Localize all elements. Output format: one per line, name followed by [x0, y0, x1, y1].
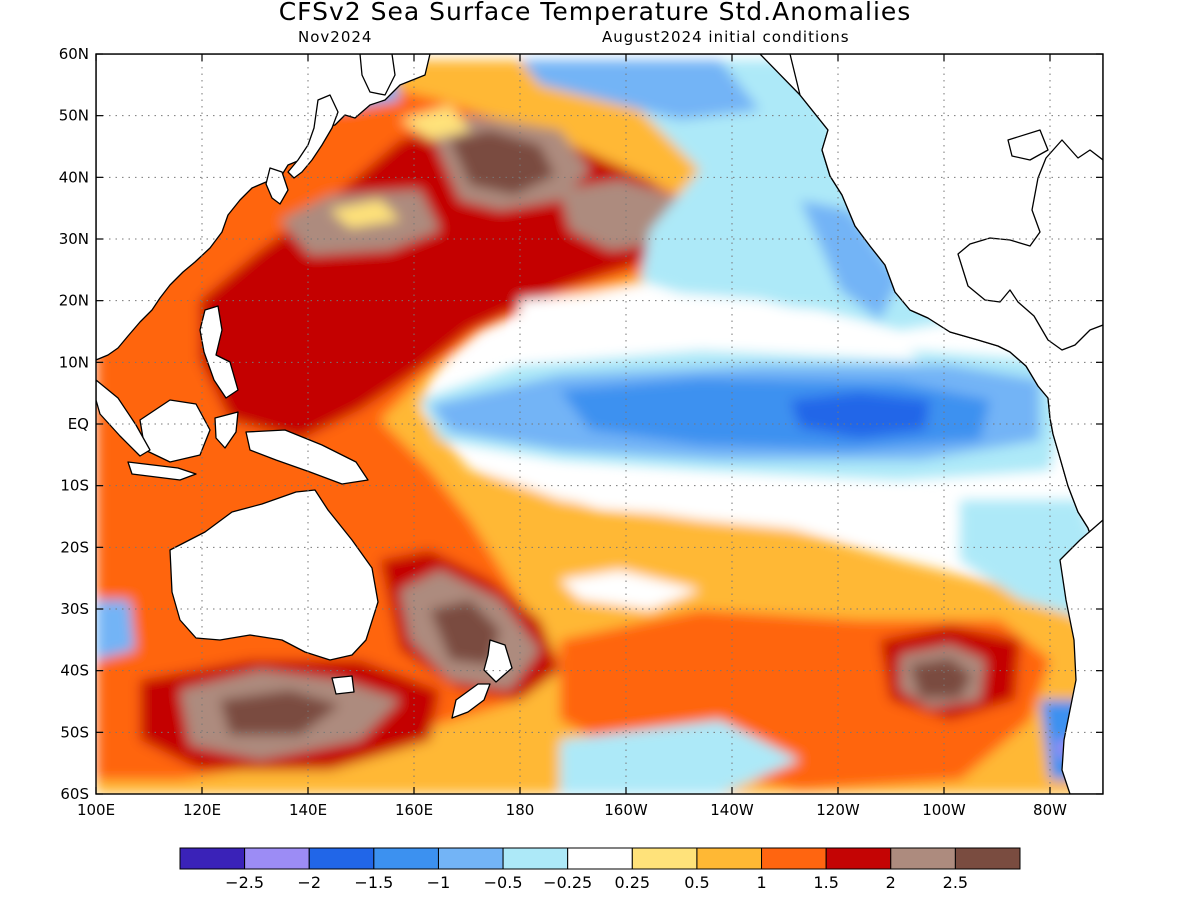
colorbar-swatch: [954, 847, 1021, 870]
lat-label: 30S: [60, 600, 89, 618]
lat-label: 20N: [59, 292, 89, 310]
new-zealand-south: [451, 683, 491, 719]
colorbar-label: 0.5: [684, 873, 709, 892]
coastlines: [96, 54, 1103, 794]
colorbar-swatch: [696, 847, 763, 870]
colorbar-label: −0.25: [543, 873, 592, 892]
colorbar-label: 2: [886, 873, 896, 892]
extreme-warm-anomaly-region: [220, 690, 340, 735]
extreme-warm-anomaly-region: [910, 658, 972, 698]
cool-anomaly-region: [800, 200, 900, 320]
lon-label: 100E: [77, 801, 115, 819]
mild-warm-anomaly-region: [330, 200, 400, 228]
strong-cool-anomaly-region: [790, 392, 930, 438]
mild-warm-anomaly-region: [400, 105, 470, 140]
colorbar-label: 0.25: [614, 873, 650, 892]
lon-label: 100W: [922, 801, 966, 819]
colorbar-labels: −2.5 −2 −1.5 −1 −0.5 −0.25 0.25 0.5 1 1.5 2 2.5: [225, 873, 968, 892]
lat-label: 30N: [59, 230, 89, 248]
colorbar-label: 1: [756, 873, 766, 892]
lat-label: 60N: [59, 45, 89, 63]
lat-label: 60S: [60, 785, 89, 803]
colorbar-swatch: [373, 847, 439, 870]
lon-label: 180: [506, 801, 535, 819]
sulawesi: [214, 411, 239, 449]
neutral-anomaly-region: [520, 290, 920, 362]
colorbar: [179, 847, 1021, 870]
latitude-labels: 60N 50N 40N 30N 20N 10N EQ 10S 20S 30S 40S 50S 60S: [59, 45, 89, 803]
colorbar-swatch: [308, 847, 375, 870]
lat-label: 40N: [59, 168, 89, 186]
lat-label: 40S: [60, 662, 89, 680]
neutral-anomaly-region: [560, 570, 700, 610]
lat-label: 20S: [60, 538, 89, 556]
longitude-labels: 100E 120E 140E 160E 180 160W 140W 120W 100W 80W: [77, 801, 1067, 819]
lat-label: 10S: [60, 477, 89, 495]
colorbar-label: −1: [427, 873, 451, 892]
colorbar-swatch: [179, 847, 246, 870]
colorbar-swatch: [502, 847, 569, 870]
asia-landmass: [96, 54, 431, 361]
lon-label: 80W: [1033, 801, 1067, 819]
valid-month-label: Nov2024: [298, 28, 373, 46]
colorbar-swatch: [825, 847, 892, 870]
new-zealand-north: [483, 639, 513, 683]
borneo: [139, 399, 211, 463]
colorbar-swatch: [890, 847, 956, 870]
colorbar-label: −2: [297, 873, 321, 892]
great-lakes-region: [1007, 129, 1049, 161]
anomaly-field: [96, 54, 1103, 794]
tasmania: [331, 675, 355, 695]
lon-label: 140W: [710, 801, 754, 819]
cool-anomaly-region: [96, 600, 135, 660]
colorbar-label: 2.5: [943, 873, 968, 892]
australia: [169, 489, 379, 661]
lon-label: 160E: [395, 801, 433, 819]
sumatra: [96, 379, 151, 457]
java: [127, 461, 197, 481]
lon-label: 120E: [183, 801, 221, 819]
cool-anomaly-region: [520, 60, 760, 120]
map-title: CFSv2 Sea Surface Temperature Std.Anomal…: [278, 0, 912, 26]
colorbar-swatch: [631, 847, 698, 870]
colorbar-label: 1.5: [813, 873, 838, 892]
colorbar-label: −1.5: [354, 873, 393, 892]
initial-conditions-label: August2024 initial conditions: [602, 28, 850, 46]
colorbar-swatch: [437, 847, 504, 870]
lat-label: 10N: [59, 353, 89, 371]
kamchatka: [359, 54, 396, 96]
lat-label: EQ: [68, 415, 89, 433]
lat-label: 50S: [60, 723, 89, 741]
neutral-anomaly-region: [480, 470, 960, 540]
colorbar-swatch: [567, 847, 633, 870]
new-guinea: [245, 429, 369, 485]
extreme-warm-anomaly-region: [430, 600, 500, 665]
lon-label: 160W: [604, 801, 648, 819]
colorbar-swatch: [761, 847, 827, 870]
philippines: [199, 305, 239, 399]
lon-label: 120W: [816, 801, 860, 819]
axis-ticks: [95, 53, 1103, 795]
south-america-landmass: [1059, 519, 1103, 794]
colorbar-swatch: [244, 847, 310, 870]
map-grid: [96, 54, 1103, 794]
cool-anomaly-region: [560, 720, 800, 794]
extreme-warm-anomaly-region: [450, 130, 555, 195]
colorbar-label: −2.5: [225, 873, 264, 892]
lon-label: 140E: [289, 801, 327, 819]
colorbar-label: −0.5: [484, 873, 523, 892]
lat-label: 50N: [59, 107, 89, 125]
